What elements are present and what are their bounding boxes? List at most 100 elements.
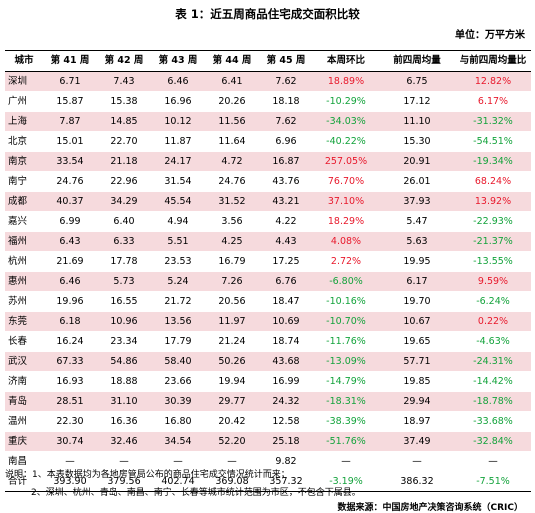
w42-cell: 15.38 — [97, 91, 151, 112]
w43-cell: 21.72 — [151, 291, 205, 312]
w42-cell: 34.29 — [97, 191, 151, 212]
w45-cell: 25.18 — [259, 431, 313, 452]
w42-cell: 17.78 — [97, 251, 151, 272]
w45-cell: 18.47 — [259, 291, 313, 312]
table-row: 长春 16.24 23.34 17.79 21.24 18.74 -11.76% 19.65-… — [5, 331, 531, 352]
wow-cell: -11.76% — [313, 331, 379, 352]
header-four-week-avg: 前四周均量 — [379, 50, 455, 72]
w44-cell: 20.42 — [205, 411, 259, 432]
avg4-cell: 29.94 — [379, 391, 455, 412]
w42-cell: 31.10 — [97, 391, 151, 412]
vs4-cell: 12.82% — [455, 71, 531, 92]
w42-cell: 10.96 — [97, 311, 151, 332]
w43-cell: 17.79 — [151, 331, 205, 352]
w45-cell: 18.18 — [259, 91, 313, 112]
city-cell: 成都 — [5, 191, 43, 212]
w41-cell: 6.99 — [43, 211, 97, 232]
city-cell: 苏州 — [5, 291, 43, 312]
wow-cell: — — [313, 451, 379, 472]
w44-cell: 50.26 — [205, 351, 259, 372]
w42-cell: 54.86 — [97, 351, 151, 372]
vs4-cell: -18.78% — [455, 391, 531, 412]
w44-cell: 52.20 — [205, 431, 259, 452]
w41-cell: 30.74 — [43, 431, 97, 452]
table-row: 深圳 6.71 7.43 6.46 6.41 7.62 18.89% 6.75 12.82% — [5, 71, 531, 92]
w43-cell: 30.39 — [151, 391, 205, 412]
w45-cell: 24.32 — [259, 391, 313, 412]
wow-cell: -3.19% — [313, 471, 379, 492]
w41-cell: 40.37 — [43, 191, 97, 212]
w41-cell: 6.71 — [43, 71, 97, 92]
w42-cell: 6.40 — [97, 211, 151, 232]
avg4-cell: 11.10 — [379, 111, 455, 132]
city-cell: 深圳 — [5, 71, 43, 92]
vs4-cell: -19.34% — [455, 151, 531, 172]
w43-cell: 45.54 — [151, 191, 205, 212]
w43-cell: 5.24 — [151, 271, 205, 292]
w43-cell: 16.96 — [151, 91, 205, 112]
city-cell: 南宁 — [5, 171, 43, 192]
w43-cell: 4.94 — [151, 211, 205, 232]
w45-cell: 6.76 — [259, 271, 313, 292]
w45-cell: 17.25 — [259, 251, 313, 272]
w44-cell: 369.08 — [205, 471, 259, 492]
wow-cell: 18.29% — [313, 211, 379, 232]
transaction-area-table: 城市 第 41 周 第 42 周 第 43 周 第 44 周 第 45 周 本周… — [5, 50, 531, 492]
w45-cell: 4.22 — [259, 211, 313, 232]
w43-cell: 11.87 — [151, 131, 205, 152]
table-row: 广州 15.87 15.38 16.96 20.26 18.18 -10.29% 17.12 6… — [5, 91, 531, 112]
vs4-cell: 13.92% — [455, 191, 531, 212]
avg4-cell: — — [379, 451, 455, 472]
w42-cell: 379.56 — [97, 471, 151, 492]
vs4-cell: -22.93% — [455, 211, 531, 232]
avg4-cell: 17.12 — [379, 91, 455, 112]
w41-cell: 33.54 — [43, 151, 97, 172]
avg4-cell: 20.91 — [379, 151, 455, 172]
wow-cell: 37.10% — [313, 191, 379, 212]
w44-cell: 11.56 — [205, 111, 259, 132]
w42-cell: 14.85 — [97, 111, 151, 132]
avg4-cell: 6.75 — [379, 71, 455, 92]
w43-cell: 13.56 — [151, 311, 205, 332]
city-cell: 广州 — [5, 91, 43, 112]
w44-cell: 24.76 — [205, 171, 259, 192]
w44-cell: 7.26 — [205, 271, 259, 292]
w42-cell: 16.36 — [97, 411, 151, 432]
table-row: 成都 40.37 34.29 45.54 31.52 43.21 37.10% 37.93 13… — [5, 191, 531, 212]
w45-cell: 16.99 — [259, 371, 313, 392]
w42-cell: 32.46 — [97, 431, 151, 452]
w41-cell: 67.33 — [43, 351, 97, 372]
city-cell: 嘉兴 — [5, 211, 43, 232]
w43-cell: 58.40 — [151, 351, 205, 372]
w45-cell: 43.21 — [259, 191, 313, 212]
w44-cell: — — [205, 451, 259, 472]
w44-cell: 6.41 — [205, 71, 259, 92]
w41-cell: 16.93 — [43, 371, 97, 392]
w43-cell: 402.74 — [151, 471, 205, 492]
city-cell: 东莞 — [5, 311, 43, 332]
city-cell: 南昌 — [5, 451, 43, 472]
w44-cell: 11.97 — [205, 311, 259, 332]
table-row: 杭州 21.69 17.78 23.53 16.79 17.25 2.72% 19.95 -13… — [5, 251, 531, 272]
w41-cell: 6.43 — [43, 231, 97, 252]
w42-cell: 5.73 — [97, 271, 151, 292]
note-1: 说明：1、本表数据均为各地房管局公布的商品住宅成交情况统计而来； — [5, 470, 290, 480]
vs4-cell: -54.51% — [455, 131, 531, 152]
w44-cell: 4.72 — [205, 151, 259, 172]
table-header-row: 城市 第 41 周 第 42 周 第 43 周 第 44 周 第 45 周 本周… — [5, 50, 531, 72]
avg4-cell: 5.47 — [379, 211, 455, 232]
unit-label: 单位：万平方米 — [455, 30, 525, 41]
city-cell: 武汉 — [5, 351, 43, 372]
city-cell: 温州 — [5, 411, 43, 432]
avg4-cell: 37.93 — [379, 191, 455, 212]
table-row: 温州 22.30 16.36 16.80 20.42 12.58 -38.39% 18.97-… — [5, 411, 531, 432]
vs4-cell: 0.22% — [455, 311, 531, 332]
w45-cell: 6.96 — [259, 131, 313, 152]
avg4-cell: 37.49 — [379, 431, 455, 452]
avg4-cell: 19.85 — [379, 371, 455, 392]
avg4-cell: 18.97 — [379, 411, 455, 432]
w41-cell: 24.76 — [43, 171, 97, 192]
avg4-cell: 6.17 — [379, 271, 455, 292]
w42-cell: 7.43 — [97, 71, 151, 92]
wow-cell: 4.08% — [313, 231, 379, 252]
